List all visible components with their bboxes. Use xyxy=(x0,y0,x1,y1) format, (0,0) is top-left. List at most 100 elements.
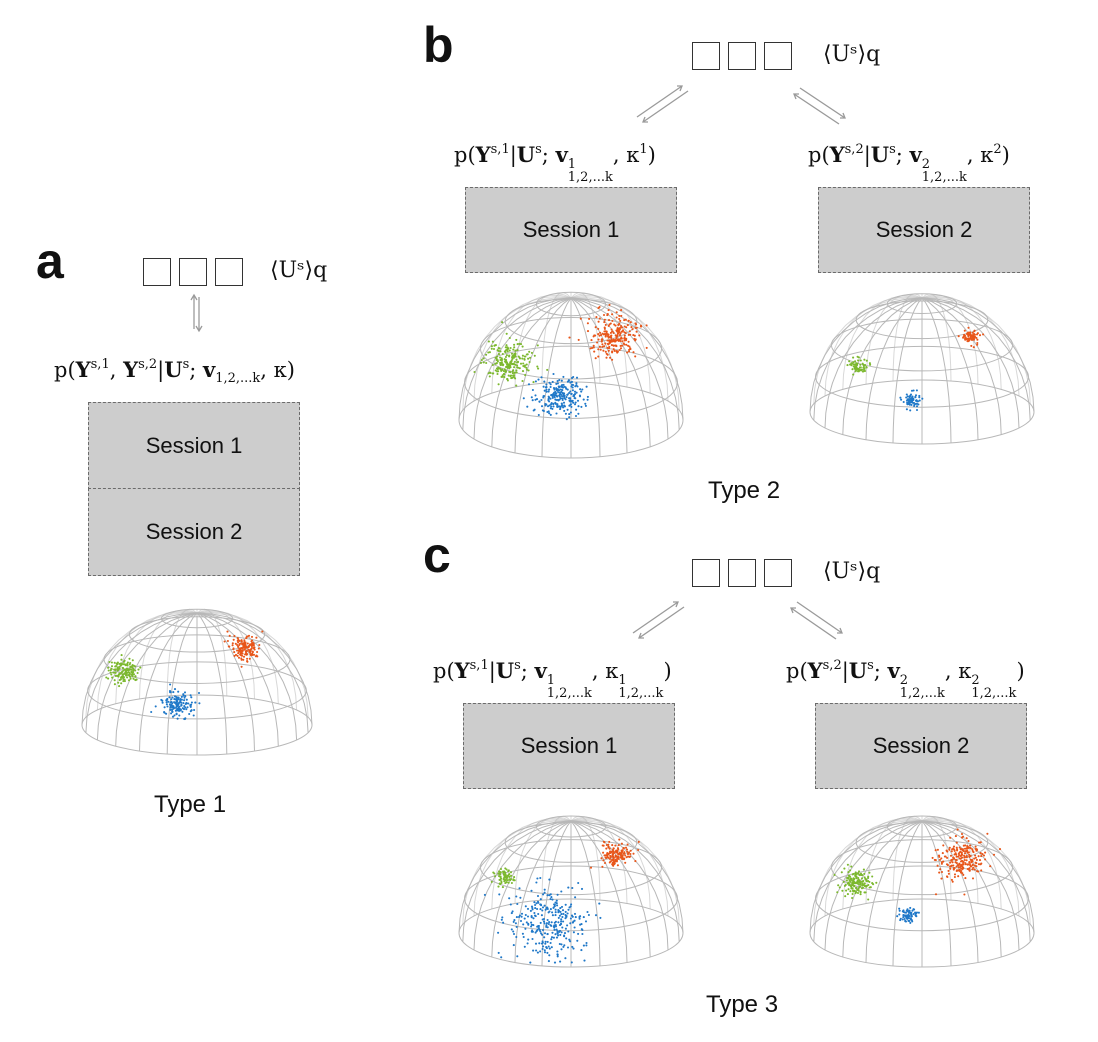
cluster-point xyxy=(531,937,534,941)
cluster-point xyxy=(959,857,962,860)
cluster-point xyxy=(510,928,513,931)
cluster-point xyxy=(950,859,953,862)
cluster-point xyxy=(524,905,527,908)
cluster-point xyxy=(623,331,626,334)
cluster-point xyxy=(568,404,571,407)
cluster-point xyxy=(604,342,607,345)
cluster-point xyxy=(854,875,857,878)
cluster-point xyxy=(623,343,626,346)
cluster-point xyxy=(634,326,637,330)
cluster-point xyxy=(247,634,251,637)
cluster-point xyxy=(524,374,527,377)
cluster-point xyxy=(170,712,173,715)
cluster-point xyxy=(846,364,849,367)
cluster-point xyxy=(977,870,980,873)
cluster-point xyxy=(857,887,860,890)
cluster-point xyxy=(859,363,862,366)
cluster-point xyxy=(960,836,964,839)
cluster-point xyxy=(117,681,120,684)
cluster-point xyxy=(603,333,606,336)
cluster-point xyxy=(546,932,549,936)
cluster-point xyxy=(558,942,561,946)
cluster-point xyxy=(572,401,575,404)
cluster-point xyxy=(139,666,142,669)
cluster-point xyxy=(542,917,546,921)
cluster-point xyxy=(851,882,855,885)
cluster-point xyxy=(255,654,258,657)
meridian-line xyxy=(196,612,298,741)
cluster-point xyxy=(580,390,583,393)
cluster-point xyxy=(869,886,872,889)
cluster-point xyxy=(833,873,836,876)
cluster-point xyxy=(238,647,241,650)
cluster-point xyxy=(494,875,497,878)
cluster-point xyxy=(943,855,946,858)
cluster-point xyxy=(500,956,503,959)
math-part: s,1 xyxy=(490,142,510,157)
cluster-point xyxy=(597,327,600,330)
meridian-line xyxy=(892,815,923,901)
cluster-point xyxy=(602,859,605,862)
cluster-point xyxy=(485,361,488,365)
cluster-point xyxy=(526,915,530,918)
cluster-point xyxy=(236,639,239,642)
cluster-point xyxy=(599,331,602,334)
meridian-line xyxy=(85,612,198,733)
cluster-point xyxy=(605,331,608,335)
cluster-point xyxy=(564,957,567,960)
meridian-line xyxy=(196,612,309,718)
cluster-point xyxy=(862,884,866,887)
cluster-point xyxy=(846,863,849,866)
cluster-point xyxy=(958,868,961,872)
cluster-point xyxy=(549,413,552,416)
cluster-point xyxy=(605,847,608,850)
cluster-point xyxy=(559,910,562,913)
cluster-point xyxy=(497,951,500,954)
cluster-point xyxy=(568,416,571,419)
meridian-line xyxy=(570,297,669,440)
cluster-point xyxy=(543,888,546,891)
dome-a xyxy=(81,608,313,756)
cluster-point xyxy=(505,363,509,366)
cluster-point xyxy=(547,922,550,926)
type-label-b: Type 2 xyxy=(708,477,781,504)
cluster-point xyxy=(540,942,544,945)
cluster-point xyxy=(555,902,558,905)
cluster-point xyxy=(607,333,610,336)
cluster-point xyxy=(549,407,552,410)
cluster-point xyxy=(600,857,603,860)
cluster-point xyxy=(185,698,188,701)
cluster-point xyxy=(955,841,958,844)
cluster-point xyxy=(610,344,613,347)
cluster-point xyxy=(107,666,110,669)
cluster-point xyxy=(855,362,858,365)
math-part: 2 xyxy=(921,157,931,172)
cluster-point xyxy=(252,644,255,647)
cluster-point xyxy=(242,648,245,652)
cluster-point xyxy=(547,410,550,413)
cluster-point xyxy=(952,857,955,860)
cluster-point xyxy=(560,390,563,393)
meridian-line xyxy=(921,297,979,440)
cluster-point xyxy=(597,348,600,351)
cluster-point xyxy=(526,405,529,408)
cluster-point xyxy=(572,931,575,934)
cluster-point xyxy=(947,872,950,875)
likelihood-c-left: p(Ys,1|Us; v 1 1,2,...k, κ 1 1,2,...k) xyxy=(433,659,672,700)
cluster-point xyxy=(625,848,629,851)
cluster-point xyxy=(912,912,915,916)
cluster-point xyxy=(937,854,941,857)
cluster-point xyxy=(862,868,865,871)
session-2-box-c: Session 2 xyxy=(815,703,1027,789)
cluster-point xyxy=(501,375,504,378)
cluster-point xyxy=(974,845,977,848)
cluster-point xyxy=(515,925,518,928)
cluster-point xyxy=(568,336,571,339)
cluster-point xyxy=(510,874,513,877)
cluster-point xyxy=(940,870,944,874)
cluster-point xyxy=(907,913,910,916)
cluster-point xyxy=(550,401,553,405)
cluster-point xyxy=(597,355,600,358)
cluster-point xyxy=(966,863,969,866)
cluster-point xyxy=(170,701,173,704)
